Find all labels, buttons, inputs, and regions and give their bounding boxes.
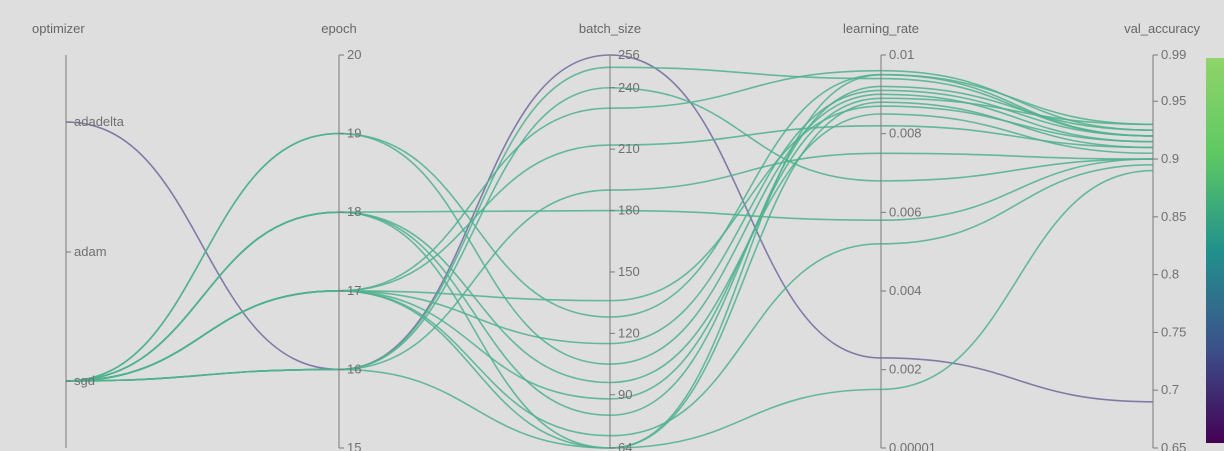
tick-label-optimizer: sgd — [74, 373, 95, 388]
tick-label-learning-rate: 0.004 — [889, 283, 922, 298]
tick-label-val-accuracy: 0.9 — [1161, 151, 1179, 166]
tick-label-epoch: 19 — [347, 126, 361, 141]
tick-label-val-accuracy: 0.8 — [1161, 267, 1179, 282]
tick-label-epoch: 20 — [347, 47, 361, 62]
tick-label-learning-rate: 0.006 — [889, 204, 922, 219]
series-line-3 — [65, 93, 1154, 382]
color-scale-bar — [1206, 58, 1224, 443]
tick-label-epoch: 16 — [347, 361, 361, 376]
tick-label-val-accuracy: 0.99 — [1161, 47, 1186, 62]
tick-label-val-accuracy: 0.7 — [1161, 382, 1179, 397]
axis-val-accuracy: val_accuracy 0.99 0.95 0.9 0.85 0.8 0.75 0.7 0.6… — [1124, 21, 1200, 451]
axis-title-batch-size: batch_size — [579, 21, 641, 36]
tick-label-optimizer: adadelta — [74, 114, 125, 129]
tick-label-val-accuracy: 0.85 — [1161, 209, 1186, 224]
tick-label-learning-rate: 0.002 — [889, 362, 922, 377]
tick-label-batch-size: 210 — [618, 141, 640, 156]
tick-label-batch-size: 180 — [618, 203, 640, 218]
tick-label-val-accuracy: 0.95 — [1161, 93, 1186, 108]
tick-label-batch-size: 64 — [618, 440, 632, 451]
series-line-7 — [65, 158, 1154, 382]
tick-label-batch-size: 150 — [618, 264, 640, 279]
tick-label-batch-size: 90 — [618, 387, 632, 402]
axis-title-learning-rate: learning_rate — [843, 21, 919, 36]
tick-label-epoch: 15 — [347, 440, 361, 451]
tick-label-optimizer: adam — [74, 244, 107, 259]
tick-label-epoch: 17 — [347, 283, 361, 298]
axis-title-optimizer: optimizer — [32, 21, 85, 36]
tick-label-learning-rate: 0.00001 — [889, 440, 936, 451]
tick-label-batch-size: 256 — [618, 47, 640, 62]
series-line-1 — [65, 54, 1154, 403]
tick-label-epoch: 18 — [347, 204, 361, 219]
tick-label-learning-rate: 0.01 — [889, 47, 914, 62]
axes: optimizer adadelta adam sgd epoch 20 19 18 17 16 1… — [32, 21, 1200, 451]
tick-label-val-accuracy: 0.75 — [1161, 324, 1186, 339]
axis-epoch: epoch 20 19 18 17 16 15 — [321, 21, 361, 451]
tick-label-batch-size: 240 — [618, 80, 640, 95]
axis-learning-rate: learning_rate 0.01 0.008 0.006 0.004 0.002 0.0… — [843, 21, 936, 451]
axis-batch-size: batch_size 256 240 210 180 150 120 90 64 — [579, 21, 641, 451]
tick-label-batch-size: 120 — [618, 325, 640, 340]
axis-optimizer: optimizer adadelta adam sgd — [32, 21, 125, 448]
axis-title-epoch: epoch — [321, 21, 356, 36]
axis-title-val-accuracy: val_accuracy — [1124, 21, 1200, 36]
tick-label-val-accuracy: 0.65 — [1161, 440, 1186, 451]
tick-label-learning-rate: 0.008 — [889, 126, 922, 141]
series-line-17 — [65, 152, 1154, 382]
